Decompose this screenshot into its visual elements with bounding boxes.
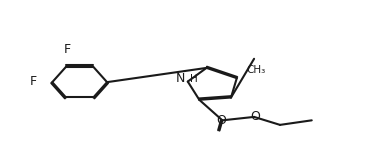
- Text: H: H: [190, 74, 198, 84]
- Text: F: F: [29, 75, 36, 88]
- Text: CH₃: CH₃: [247, 65, 266, 75]
- Text: N: N: [176, 72, 185, 85]
- Text: O: O: [216, 114, 226, 127]
- Text: O: O: [251, 110, 260, 123]
- Text: F: F: [64, 43, 71, 56]
